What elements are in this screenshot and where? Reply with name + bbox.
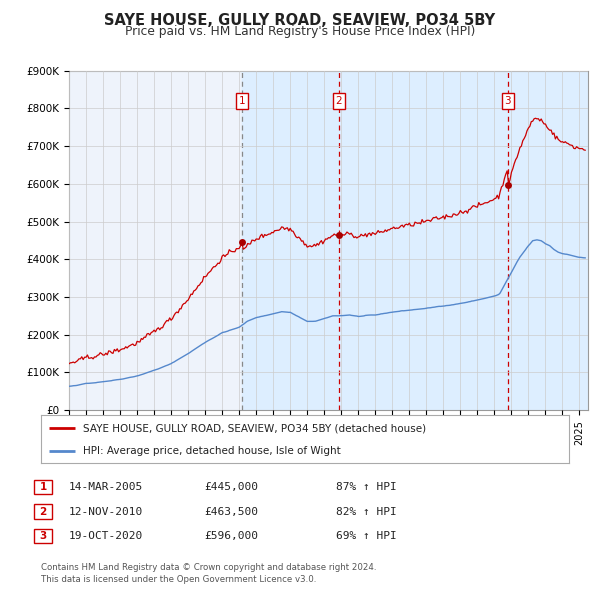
Text: £463,500: £463,500: [204, 507, 258, 516]
Text: 19-OCT-2020: 19-OCT-2020: [69, 532, 143, 541]
Text: 82% ↑ HPI: 82% ↑ HPI: [336, 507, 397, 516]
Text: This data is licensed under the Open Government Licence v3.0.: This data is licensed under the Open Gov…: [41, 575, 316, 584]
Text: 1: 1: [239, 96, 246, 106]
Text: 3: 3: [40, 532, 47, 541]
Text: 69% ↑ HPI: 69% ↑ HPI: [336, 532, 397, 541]
Text: SAYE HOUSE, GULLY ROAD, SEAVIEW, PO34 5BY (detached house): SAYE HOUSE, GULLY ROAD, SEAVIEW, PO34 5B…: [83, 423, 426, 433]
Text: 12-NOV-2010: 12-NOV-2010: [69, 507, 143, 516]
Text: 87% ↑ HPI: 87% ↑ HPI: [336, 482, 397, 491]
Text: HPI: Average price, detached house, Isle of Wight: HPI: Average price, detached house, Isle…: [83, 446, 341, 456]
Text: £445,000: £445,000: [204, 482, 258, 491]
Text: 14-MAR-2005: 14-MAR-2005: [69, 482, 143, 491]
Text: 2: 2: [336, 96, 343, 106]
Text: Price paid vs. HM Land Registry's House Price Index (HPI): Price paid vs. HM Land Registry's House …: [125, 25, 475, 38]
Bar: [242, 71, 339, 410]
Text: £596,000: £596,000: [204, 532, 258, 541]
Text: 2: 2: [40, 507, 47, 516]
Bar: [339, 71, 588, 410]
Text: 3: 3: [505, 96, 511, 106]
Text: 1: 1: [40, 482, 47, 491]
Text: Contains HM Land Registry data © Crown copyright and database right 2024.: Contains HM Land Registry data © Crown c…: [41, 563, 376, 572]
Text: SAYE HOUSE, GULLY ROAD, SEAVIEW, PO34 5BY: SAYE HOUSE, GULLY ROAD, SEAVIEW, PO34 5B…: [104, 13, 496, 28]
